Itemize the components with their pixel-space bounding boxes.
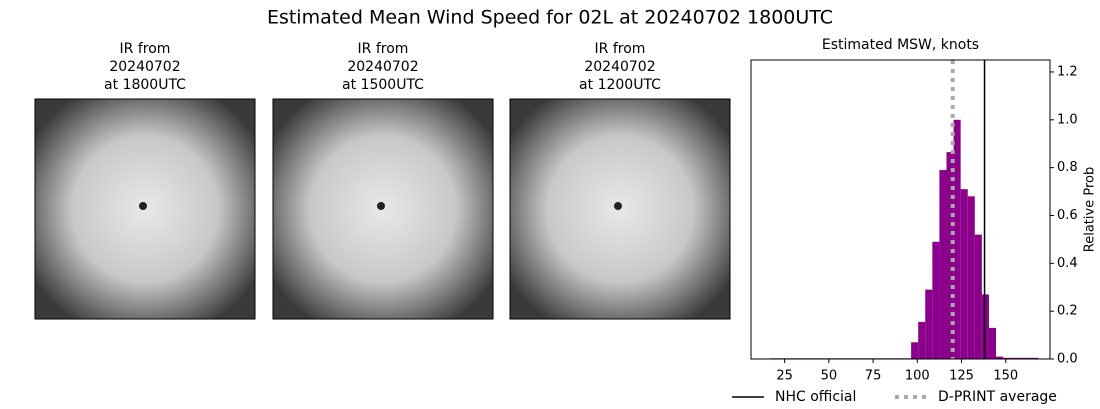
y-tick-label: 0.6 — [1057, 208, 1078, 223]
figure-title: Estimated Mean Wind Speed for 02L at 202… — [267, 7, 833, 29]
cyclone-eye — [377, 202, 385, 210]
panel-title: 20240702 — [347, 59, 418, 75]
bar — [1010, 357, 1018, 359]
cyclone-eye — [614, 202, 622, 210]
bar — [988, 327, 997, 359]
bar — [996, 356, 1004, 359]
bar — [925, 289, 933, 359]
panel-title: IR from — [120, 41, 171, 57]
x-tick-label: 125 — [949, 369, 974, 384]
y-axis-label: Relative Prob — [1083, 167, 1098, 252]
bar — [932, 241, 940, 359]
bar — [1017, 357, 1025, 359]
y-tick-label: 0.2 — [1057, 304, 1078, 319]
bar — [1031, 357, 1039, 359]
bar — [918, 321, 926, 359]
panel-title: IR from — [358, 41, 409, 57]
bar — [960, 189, 968, 359]
y-tick-label: 0.0 — [1057, 352, 1078, 367]
y-tick-label: 0.8 — [1057, 160, 1078, 175]
chart-title: Estimated MSW, knots — [822, 37, 979, 53]
bar — [967, 196, 975, 359]
plot-frame — [750, 59, 1051, 360]
bar — [981, 294, 989, 359]
x-tick-label: 25 — [776, 369, 793, 384]
x-tick-label: 100 — [905, 369, 930, 384]
bar — [1024, 357, 1032, 359]
y-tick-label: 0.4 — [1057, 256, 1078, 271]
y-tick-label: 1.2 — [1057, 64, 1078, 79]
panel-title: at 1800UTC — [104, 77, 186, 93]
bar — [1003, 357, 1011, 359]
panel-title: 20240702 — [109, 59, 180, 75]
x-tick-label: 150 — [993, 369, 1018, 384]
histogram: Estimated MSW, knots NHC official D-PRINT … — [732, 37, 1098, 405]
x-tick-label: 75 — [865, 369, 882, 384]
panel-title: at 1500UTC — [342, 77, 424, 93]
bar — [974, 234, 982, 359]
legend-label: D-PRINT average — [938, 389, 1057, 405]
panel-title: at 1200UTC — [579, 77, 661, 93]
panel-title: 20240702 — [584, 59, 655, 75]
legend-label: NHC official — [775, 389, 856, 405]
cyclone-eye — [139, 202, 147, 210]
y-tick-label: 1.0 — [1057, 112, 1078, 127]
bar — [946, 152, 954, 359]
bar — [911, 342, 919, 359]
bar — [953, 119, 961, 359]
image-panels: IR from 20240702 at 1800UTC IR from 20240702… — [34, 41, 731, 320]
x-tick-label: 50 — [821, 369, 838, 384]
bar — [939, 170, 947, 359]
panel-title: IR from — [595, 41, 646, 57]
